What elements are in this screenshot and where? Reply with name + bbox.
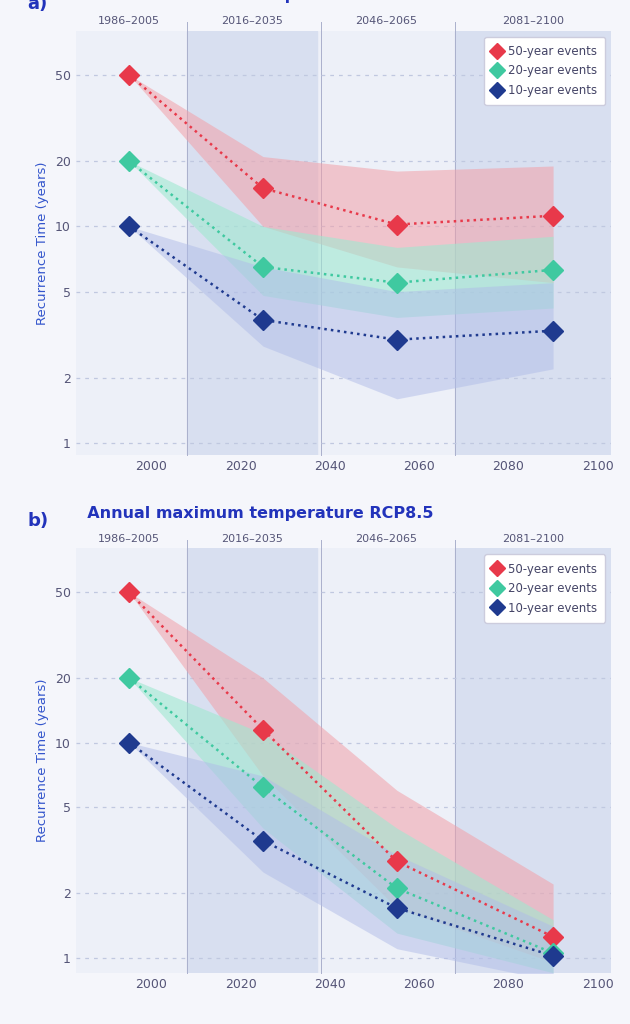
Legend: 50-year events, 20-year events, 10-year events: 50-year events, 20-year events, 10-year … bbox=[484, 554, 605, 623]
Bar bbox=[321, 31, 450, 455]
Text: 2016–2035: 2016–2035 bbox=[221, 16, 283, 27]
Text: Annual maximum temperature RCP8.5: Annual maximum temperature RCP8.5 bbox=[76, 506, 433, 521]
Bar bbox=[455, 549, 611, 973]
Y-axis label: Recurrence Time (years): Recurrence Time (years) bbox=[36, 161, 49, 325]
Text: 2016–2035: 2016–2035 bbox=[221, 535, 283, 544]
Text: 1986–2005: 1986–2005 bbox=[98, 535, 160, 544]
Y-axis label: Recurrence Time (years): Recurrence Time (years) bbox=[36, 679, 49, 843]
Bar bbox=[455, 31, 611, 455]
Bar bbox=[321, 549, 450, 973]
Text: 2081–2100: 2081–2100 bbox=[502, 535, 564, 544]
Text: a): a) bbox=[27, 0, 48, 12]
Legend: 50-year events, 20-year events, 10-year events: 50-year events, 20-year events, 10-year … bbox=[484, 37, 605, 105]
Bar bbox=[187, 31, 317, 455]
Bar bbox=[76, 31, 183, 455]
Text: 2046–2065: 2046–2065 bbox=[355, 535, 416, 544]
Text: 2046–2065: 2046–2065 bbox=[355, 16, 416, 27]
Bar bbox=[187, 549, 317, 973]
Text: 2081–2100: 2081–2100 bbox=[502, 16, 564, 27]
Text: Annual maximum temperature RCP2.6: Annual maximum temperature RCP2.6 bbox=[76, 0, 433, 3]
Text: 1986–2005: 1986–2005 bbox=[98, 16, 160, 27]
Text: b): b) bbox=[27, 512, 49, 530]
Bar bbox=[76, 549, 183, 973]
